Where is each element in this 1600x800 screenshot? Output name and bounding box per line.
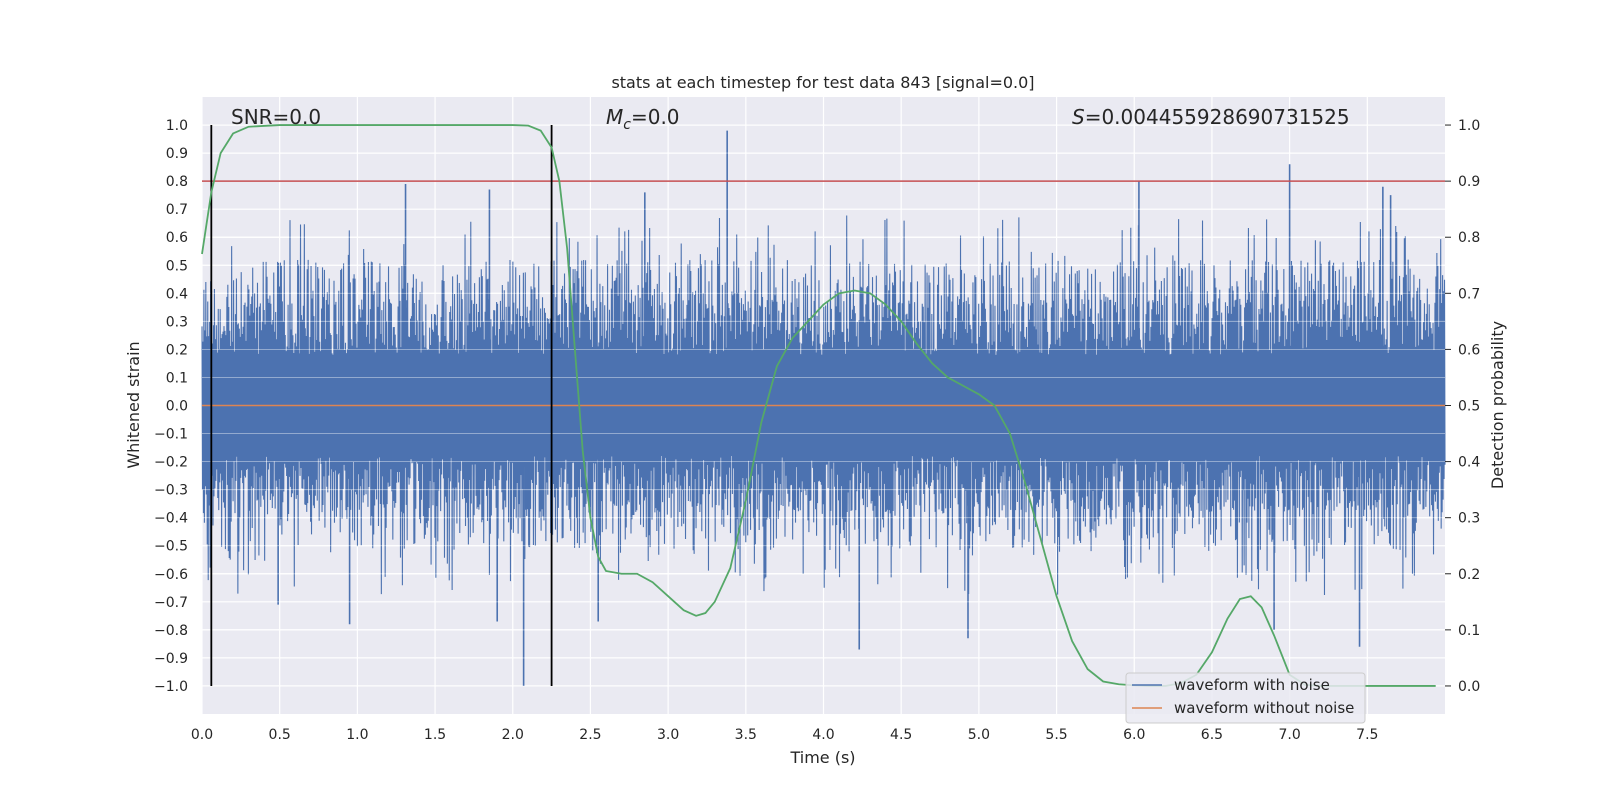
x-tick-label: 1.5 — [424, 727, 446, 743]
chart-title: stats at each timestep for test data 843… — [611, 73, 1034, 92]
ticks: 0.0 0.5 1.0 1.5 2.0 2.5 3.0 3.5 4.0 4.5 5.0 5.5 6.0 6… — [154, 118, 1480, 743]
y-tick-label: 0.4 — [166, 286, 188, 302]
x-tick-label: 0.5 — [269, 727, 291, 743]
chirp-mass-annotation: Mc=0.0 — [606, 105, 680, 133]
y2-tick-label: 0.4 — [1458, 455, 1480, 471]
y2-tick-label: 0.2 — [1458, 567, 1480, 583]
x-tick-label: 3.0 — [657, 727, 679, 743]
y2-tick-label: 0.8 — [1458, 230, 1480, 246]
legend-label-waveform-with-noise: waveform with noise — [1174, 676, 1330, 694]
s-annotation: S=0.004455928690731525 — [1072, 105, 1350, 129]
x-tick-label: 7.0 — [1278, 727, 1300, 743]
x-tick-label: 5.0 — [968, 727, 990, 743]
y2-axis-label: Detection probability — [1488, 321, 1507, 489]
x-tick-label: 5.5 — [1045, 727, 1067, 743]
y-tick-label: −0.5 — [154, 539, 188, 555]
x-tick-label: 1.0 — [346, 727, 368, 743]
y2-tick-label: 0.3 — [1458, 511, 1480, 527]
y-tick-label: −1.0 — [154, 679, 188, 695]
x-tick-label: 6.0 — [1123, 727, 1145, 743]
x-tick-label: 0.0 — [191, 727, 213, 743]
s-symbol: S — [1072, 105, 1085, 129]
y-tick-label: 0.3 — [166, 314, 188, 330]
y-tick-label: −0.8 — [154, 623, 188, 639]
mc-value: =0.0 — [631, 105, 680, 129]
y2-tick-label: 0.7 — [1458, 286, 1480, 302]
snr-annotation: SNR=0.0 — [231, 105, 321, 129]
y-tick-label: −0.9 — [154, 651, 188, 667]
series-waveform-with-noise — [201, 130, 1446, 686]
legend: waveform with noise waveform without noi… — [1125, 672, 1366, 724]
y-tick-label: 0.1 — [166, 370, 188, 386]
y-tick-label: −0.3 — [154, 483, 188, 499]
x-tick-label: 7.5 — [1356, 727, 1378, 743]
y-tick-label: 0.7 — [166, 202, 188, 218]
y-tick-label: 0.5 — [166, 258, 188, 274]
y2-tick-label: 0.1 — [1458, 623, 1480, 639]
x-tick-label: 6.5 — [1201, 727, 1223, 743]
y-tick-label: 0.6 — [166, 230, 188, 246]
y-tick-label: −0.4 — [154, 511, 188, 527]
x-tick-label: 3.5 — [735, 727, 757, 743]
mc-subscript: c — [623, 117, 631, 133]
y2-tick-label: 0.0 — [1458, 679, 1480, 695]
legend-box — [1125, 672, 1366, 724]
series-detection-probability — [201, 124, 1436, 687]
x-tick-label: 4.5 — [890, 727, 912, 743]
y2-tick-label: 1.0 — [1458, 118, 1480, 134]
y2-tick-label: 0.6 — [1458, 342, 1480, 358]
y-tick-label: −0.1 — [154, 427, 188, 443]
y2-tick-label: 0.5 — [1458, 399, 1480, 415]
x-tick-label: 2.5 — [579, 727, 601, 743]
overlays — [201, 124, 1445, 687]
y-tick-label: 0.2 — [166, 342, 188, 358]
y-tick-label: 0.0 — [166, 399, 188, 415]
x-axis-label: Time (s) — [789, 748, 855, 767]
legend-label-waveform-without-noise: waveform without noise — [1174, 699, 1354, 717]
x-tick-label: 4.0 — [812, 727, 834, 743]
y-tick-label: 0.9 — [166, 146, 188, 162]
y-tick-label: −0.6 — [154, 567, 188, 583]
y-tick-label: −0.2 — [154, 455, 188, 471]
y-tick-label: 1.0 — [166, 118, 188, 134]
y2-tick-label: 0.9 — [1458, 174, 1480, 190]
x-tick-label: 2.0 — [502, 727, 524, 743]
s-value: =0.004455928690731525 — [1085, 105, 1350, 129]
mc-symbol: M — [606, 105, 623, 129]
y-tick-label: −0.7 — [154, 595, 188, 611]
y-axis-label: Whitened strain — [124, 341, 143, 468]
y-tick-label: 0.8 — [166, 174, 188, 190]
